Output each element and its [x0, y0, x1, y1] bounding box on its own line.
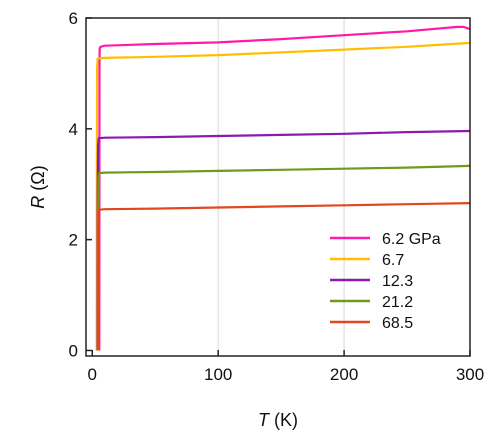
x-tick-label-2: 200: [330, 365, 358, 384]
legend: 6.2 GPa 6.7 12.3 21.2 68.5: [330, 231, 441, 332]
gridlines: [217, 18, 471, 356]
y-tick-label-0: 0: [69, 341, 78, 360]
legend-label-4: 68.5: [382, 315, 413, 332]
series-line-0: [98, 25, 471, 351]
y-tick-label-2: 4: [69, 120, 78, 139]
legend-label-1: 6.7: [382, 252, 404, 269]
series-line-3: [96, 164, 471, 351]
x-tick-label-1: 100: [204, 365, 232, 384]
y-tick-label-1: 2: [69, 231, 78, 250]
y-axis-symbol: R: [28, 196, 48, 209]
series-line-4: [97, 202, 471, 351]
legend-label-0: 6.2 GPa: [382, 231, 441, 248]
legend-label-3: 21.2: [382, 294, 413, 311]
series-lines: [95, 25, 471, 351]
series-line-2: [96, 129, 471, 351]
x-axis-symbol: T: [258, 410, 271, 430]
x-axis-label: T (K): [258, 410, 298, 430]
legend-label-2: 12.3: [382, 273, 413, 290]
plot-frame: [85, 17, 471, 357]
axis-ticks: 0 100 200 300 0 2 4 6: [69, 9, 485, 384]
y-axis-unit: (Ω): [28, 165, 48, 195]
series-line-1: [95, 41, 471, 351]
x-axis-unit: (K): [269, 410, 298, 430]
y-tick-label-3: 6: [69, 9, 78, 28]
x-tick-label-3: 300: [456, 365, 484, 384]
y-axis-label: R (Ω): [28, 165, 48, 208]
x-tick-label-0: 0: [88, 365, 97, 384]
